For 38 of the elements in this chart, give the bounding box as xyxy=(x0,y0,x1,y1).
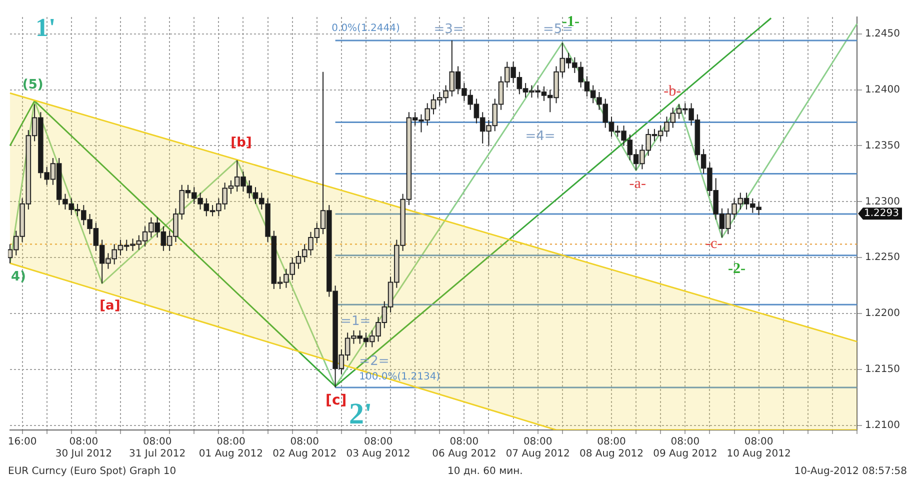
annotation: =4= xyxy=(525,129,556,144)
x-tick-label: 08:00 30 Jul 2012 xyxy=(55,436,112,460)
y-tick-label: 1.2100 xyxy=(865,420,900,432)
annotation: (5) xyxy=(22,78,44,93)
annotation: =1= xyxy=(340,314,371,329)
annotation: 0.0%(1.2444) xyxy=(332,23,400,34)
y-tick-label: 1.2400 xyxy=(865,84,900,96)
annotation: [c] xyxy=(326,392,347,409)
x-tick-label: 08:00 02 Aug 2012 xyxy=(272,436,337,460)
text: EUR Curncy (Euro Spot) Graph 10 xyxy=(8,466,176,476)
y-tick-label: 1.2250 xyxy=(865,252,900,264)
text: 10-Aug-2012 08:57:58 xyxy=(794,466,907,476)
annotation: -c- xyxy=(706,236,722,252)
y-tick-label: 1.2300 xyxy=(865,196,900,208)
annotation: =3= xyxy=(434,22,464,37)
x-tick-label: 08:00 07 Aug 2012 xyxy=(506,436,570,460)
y-tick-label: 1.2200 xyxy=(865,308,900,320)
x-tick-label: 08:00 08 Aug 2012 xyxy=(579,436,644,460)
annotation: 2' xyxy=(348,397,372,430)
text: 1.2293 xyxy=(864,208,900,220)
y-tick-label: 1.2450 xyxy=(865,28,900,40)
x-tick-label: 16:00 xyxy=(8,436,37,448)
x-tick-label: 08:00 10 Aug 2012 xyxy=(726,436,791,460)
annotation: -a- xyxy=(629,176,646,192)
x-tick-label: 08:00 06 Aug 2012 xyxy=(432,436,496,460)
y-tick-label: 1.2150 xyxy=(865,364,900,376)
x-tick-label: 08:00 31 Jul 2012 xyxy=(129,436,186,460)
annotation: -2- xyxy=(728,260,746,277)
y-tick-label: 1.2350 xyxy=(865,140,900,152)
annotation: [a] xyxy=(100,298,120,314)
x-tick-label: 08:00 09 Aug 2012 xyxy=(653,436,718,460)
annotation: 4) xyxy=(11,270,26,285)
text: 10 дн. 60 мин. xyxy=(447,466,523,476)
annotation: 1' xyxy=(35,13,56,42)
x-tick-label: 08:00 03 Aug 2012 xyxy=(346,436,410,460)
x-tick-label: 08:00 01 Aug 2012 xyxy=(198,436,263,460)
annotation: [b] xyxy=(230,135,252,150)
annotation: -b- xyxy=(664,83,682,100)
